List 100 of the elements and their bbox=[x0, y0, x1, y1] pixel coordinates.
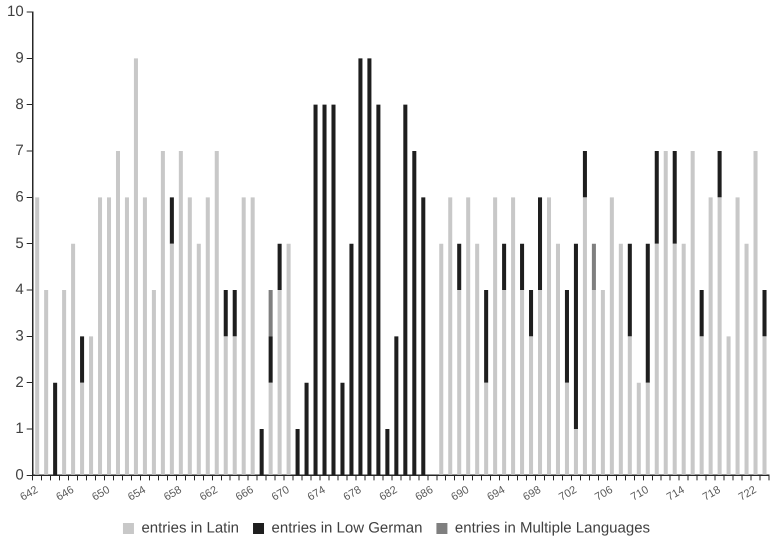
y-tick-label: 9 bbox=[15, 49, 24, 66]
bar bbox=[80, 382, 84, 475]
bar bbox=[592, 244, 596, 290]
bar bbox=[610, 197, 614, 475]
x-tick-label: 714 bbox=[664, 484, 687, 504]
bar bbox=[520, 244, 524, 290]
bar bbox=[71, 244, 76, 475]
bar bbox=[224, 336, 228, 475]
bar bbox=[708, 197, 713, 475]
bar bbox=[44, 290, 48, 475]
bar bbox=[718, 197, 722, 475]
y-tick-label: 2 bbox=[15, 374, 24, 391]
bar bbox=[736, 197, 740, 475]
bar bbox=[646, 244, 650, 383]
bar bbox=[278, 290, 282, 475]
bar bbox=[700, 290, 704, 336]
bar bbox=[726, 336, 731, 475]
y-tick-label: 1 bbox=[15, 420, 24, 438]
x-tick-label: 718 bbox=[700, 484, 723, 504]
legend-label: entries in Low German bbox=[272, 520, 422, 537]
bar bbox=[718, 151, 722, 198]
bar bbox=[682, 244, 686, 475]
bar bbox=[672, 244, 677, 475]
bar bbox=[35, 197, 40, 475]
bar bbox=[564, 382, 569, 475]
x-tick-label: 678 bbox=[342, 484, 364, 504]
bar bbox=[493, 197, 498, 475]
x-tick-label: 694 bbox=[485, 484, 508, 504]
bar bbox=[538, 197, 542, 290]
bar bbox=[134, 58, 138, 475]
x-tick-label: 650 bbox=[90, 484, 112, 504]
y-tick-label: 5 bbox=[15, 234, 24, 252]
bar bbox=[654, 244, 659, 475]
bar bbox=[160, 151, 165, 475]
bar bbox=[250, 197, 255, 475]
x-tick-label: 646 bbox=[54, 484, 76, 504]
bar bbox=[502, 244, 506, 290]
bar bbox=[546, 197, 552, 475]
bar bbox=[556, 244, 560, 475]
bar bbox=[672, 151, 677, 244]
bar bbox=[278, 244, 282, 290]
y-tick-label: 8 bbox=[15, 96, 24, 113]
bar bbox=[529, 336, 534, 475]
y-tick-label: 10 bbox=[6, 3, 24, 20]
bar bbox=[484, 290, 488, 383]
bar bbox=[628, 244, 632, 336]
x-tick-label: 658 bbox=[162, 484, 184, 504]
bar bbox=[224, 290, 228, 336]
bar bbox=[744, 244, 749, 475]
y-tick-label: 0 bbox=[15, 466, 24, 484]
x-tick-label: 722 bbox=[736, 484, 759, 504]
x-tick-label: 674 bbox=[306, 484, 328, 504]
bar bbox=[178, 151, 183, 475]
bar bbox=[62, 290, 66, 475]
bar bbox=[618, 244, 623, 475]
x-tick-label: 654 bbox=[126, 484, 148, 504]
bar bbox=[232, 336, 237, 475]
bar bbox=[268, 290, 273, 336]
bar bbox=[80, 336, 84, 383]
x-tick-label: 670 bbox=[270, 484, 292, 504]
bar bbox=[268, 382, 273, 475]
bar bbox=[538, 290, 542, 475]
bar bbox=[206, 197, 210, 475]
bar bbox=[448, 197, 452, 475]
bar bbox=[196, 244, 201, 475]
x-tick-label: 686 bbox=[413, 484, 436, 504]
bar bbox=[286, 244, 291, 475]
bar bbox=[484, 382, 488, 475]
bar bbox=[439, 244, 444, 475]
y-tick-label: 7 bbox=[15, 142, 24, 160]
bar bbox=[582, 151, 587, 198]
x-tick-label: 710 bbox=[628, 484, 651, 504]
bar bbox=[592, 290, 596, 475]
bar bbox=[232, 290, 237, 336]
bar bbox=[529, 290, 534, 336]
y-tick-label: 6 bbox=[15, 188, 24, 206]
bar bbox=[106, 197, 112, 475]
bar bbox=[754, 151, 758, 475]
bar bbox=[188, 197, 192, 475]
bar bbox=[170, 244, 174, 475]
bar bbox=[646, 382, 650, 475]
x-tick-label: 666 bbox=[234, 484, 256, 504]
bar bbox=[664, 151, 668, 475]
x-tick-label: 702 bbox=[557, 484, 579, 504]
bar bbox=[654, 151, 659, 244]
bar bbox=[628, 336, 632, 475]
bar bbox=[582, 197, 587, 475]
bar bbox=[636, 382, 641, 475]
bar bbox=[502, 290, 506, 475]
bar bbox=[520, 290, 524, 475]
bar bbox=[466, 197, 470, 475]
bar bbox=[700, 336, 704, 475]
bar bbox=[457, 244, 462, 290]
bar bbox=[116, 151, 120, 475]
x-tick-label: 662 bbox=[198, 484, 220, 504]
y-tick-label: 3 bbox=[15, 328, 24, 345]
bar bbox=[762, 336, 767, 475]
bar bbox=[89, 336, 94, 475]
legend-label: entries in Latin bbox=[141, 520, 240, 537]
bar bbox=[142, 197, 147, 475]
